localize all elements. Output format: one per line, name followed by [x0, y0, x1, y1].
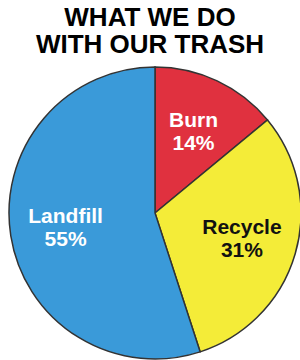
svg-text:Landfill55%: Landfill55%	[28, 204, 103, 250]
svg-text:Recycle31%: Recycle31%	[202, 215, 281, 261]
html-text:WHAT WE DO WITH OUR TRASH: WHAT WE DO WITH OUR TRASH	[35, 2, 265, 59]
svg-text:Burn14%: Burn14%	[169, 108, 218, 154]
